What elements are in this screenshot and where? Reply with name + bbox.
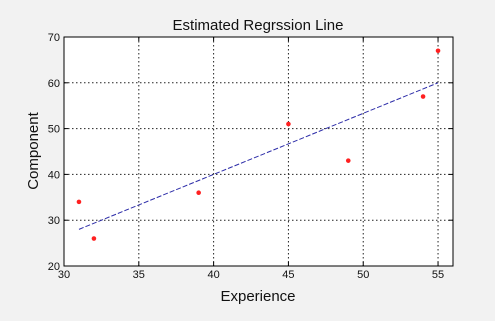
plot-frame (63, 36, 454, 267)
y-tick-label: 50 (48, 124, 60, 136)
y-tick-label: 60 (48, 78, 60, 90)
x-tick-label: 35 (133, 269, 145, 281)
gridlines (64, 37, 453, 266)
y-tick-label: 70 (48, 32, 60, 44)
data-point (286, 121, 291, 127)
x-tick-label: 55 (432, 269, 444, 281)
regression-line (78, 82, 439, 230)
chart-title: Estimated Regrssion Line (173, 17, 344, 34)
data-point (196, 190, 201, 196)
data-point (345, 158, 351, 163)
data-point (91, 236, 97, 241)
data-point (76, 199, 82, 205)
y-tick-label: 20 (48, 261, 60, 273)
x-tick-label: 40 (207, 269, 219, 281)
y-axis-label: Component (25, 111, 42, 189)
y-tick-label: 40 (48, 169, 60, 181)
x-tick-label: 30 (58, 269, 70, 281)
data-point (420, 94, 426, 99)
x-tick-label: 50 (357, 269, 369, 281)
y-tick-label: 30 (48, 215, 60, 227)
regression-line-layer (78, 82, 439, 230)
x-axis-label: Experience (220, 288, 295, 305)
data-point (435, 48, 441, 54)
data-points (76, 48, 441, 241)
plot-area (64, 37, 453, 266)
x-tick-label: 45 (282, 269, 294, 281)
